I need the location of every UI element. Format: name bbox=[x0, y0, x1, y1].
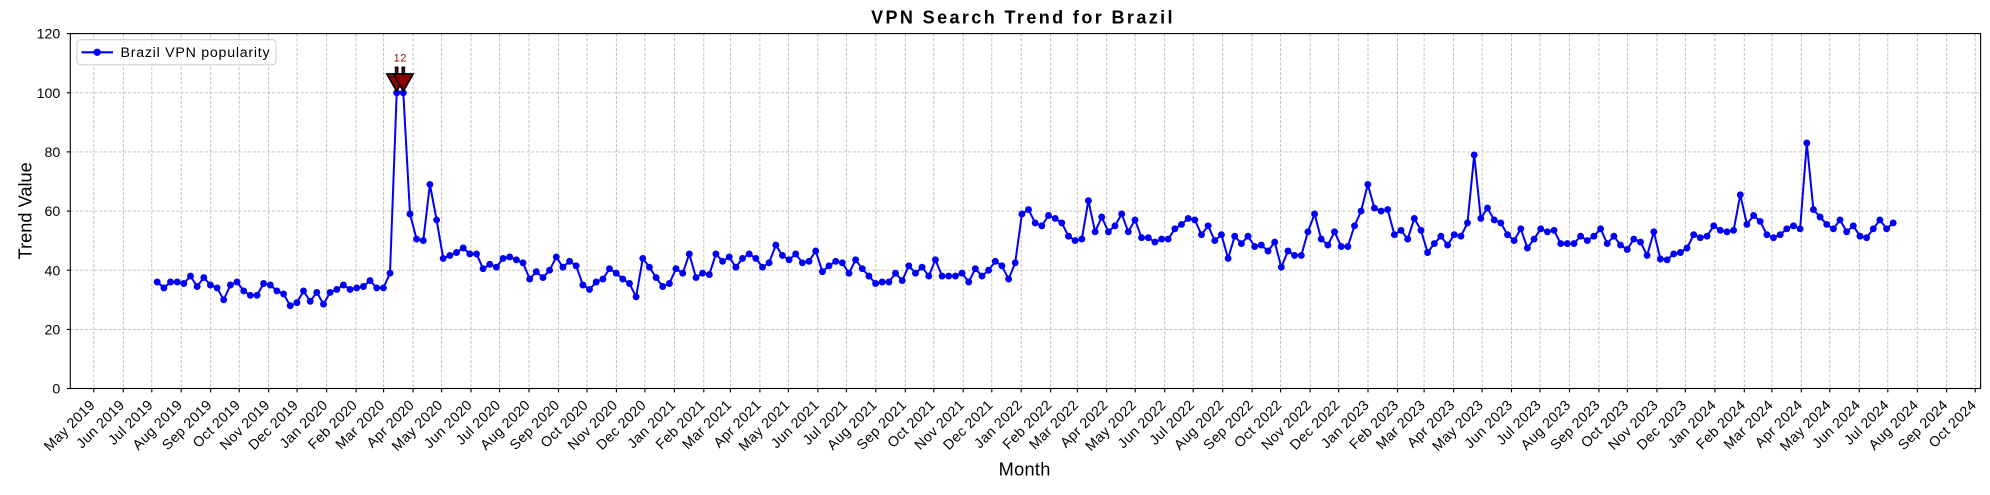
svg-text:0: 0 bbox=[52, 382, 60, 398]
svg-text:2: 2 bbox=[400, 52, 406, 64]
svg-text:20: 20 bbox=[45, 323, 61, 339]
svg-text:40: 40 bbox=[45, 263, 61, 279]
svg-text:60: 60 bbox=[45, 204, 61, 220]
svg-text:Brazil VPN popularity: Brazil VPN popularity bbox=[121, 45, 271, 61]
svg-text:Month: Month bbox=[999, 460, 1051, 480]
svg-text:Trend Value: Trend Value bbox=[16, 162, 36, 259]
svg-text:100: 100 bbox=[37, 86, 61, 102]
svg-text:1: 1 bbox=[394, 52, 400, 64]
svg-text:80: 80 bbox=[45, 145, 61, 161]
svg-text:VPN Search Trend for Brazil: VPN Search Trend for Brazil bbox=[871, 8, 1175, 28]
svg-text:120: 120 bbox=[37, 27, 61, 43]
